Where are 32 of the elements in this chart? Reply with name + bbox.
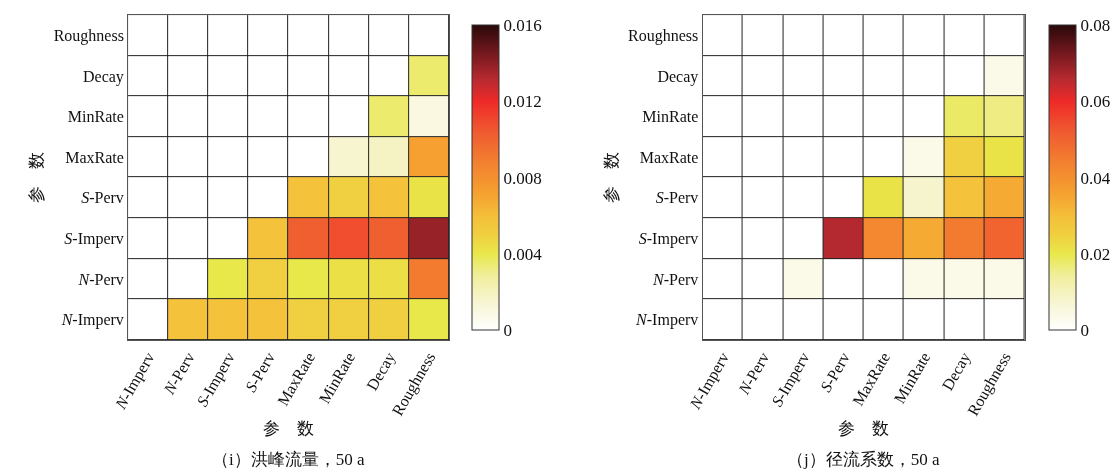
color-bar-label: 0.04 [1080, 168, 1111, 188]
y-tick-label: MaxRate [639, 148, 699, 166]
color-bar-label: 0.02 [1080, 244, 1111, 264]
y-tick-label: MinRate [67, 108, 124, 126]
y-tick-label: S-Imperv [64, 230, 124, 249]
text: （i）洪峰流量，50 a [212, 450, 365, 469]
color-bar-label: 0.004 [503, 244, 543, 264]
y-tick-label: S-Perv [655, 189, 699, 207]
y-tick-label: Decay [657, 67, 699, 86]
color-bar-label: 0.06 [1080, 92, 1111, 112]
y-axis-title: 参 数 [27, 152, 47, 204]
y-tick-label: MaxRate [65, 148, 124, 166]
color-bar-label: 0.016 [503, 16, 542, 36]
color-bar-label: 0 [503, 321, 512, 341]
x-axis-title: 参 数 [263, 419, 315, 439]
y-tick-label: Roughness [628, 26, 699, 45]
y-tick-label: MinRate [642, 108, 699, 126]
color-bar-label: 0.08 [1080, 16, 1111, 36]
y-tick-label: N-Perv [652, 270, 699, 288]
y-tick-label: S-Imperv [638, 230, 699, 249]
y-axis-title: 参 数 [601, 152, 621, 204]
x-axis-title: 参 数 [838, 419, 890, 439]
color-bar-label: 0.012 [503, 92, 542, 112]
y-tick-label: N-Imperv [635, 311, 699, 330]
y-tick-label: S-Perv [81, 189, 124, 207]
color-bar-label: 0.008 [503, 168, 542, 188]
text: （j）径流系数，50 a [787, 450, 940, 469]
y-tick-label: Decay [83, 67, 124, 86]
color-bar-label: 0 [1080, 321, 1089, 341]
y-tick-label: N-Imperv [60, 311, 124, 330]
y-tick-label: N-Perv [77, 270, 124, 288]
y-tick-label: Roughness [53, 26, 124, 45]
